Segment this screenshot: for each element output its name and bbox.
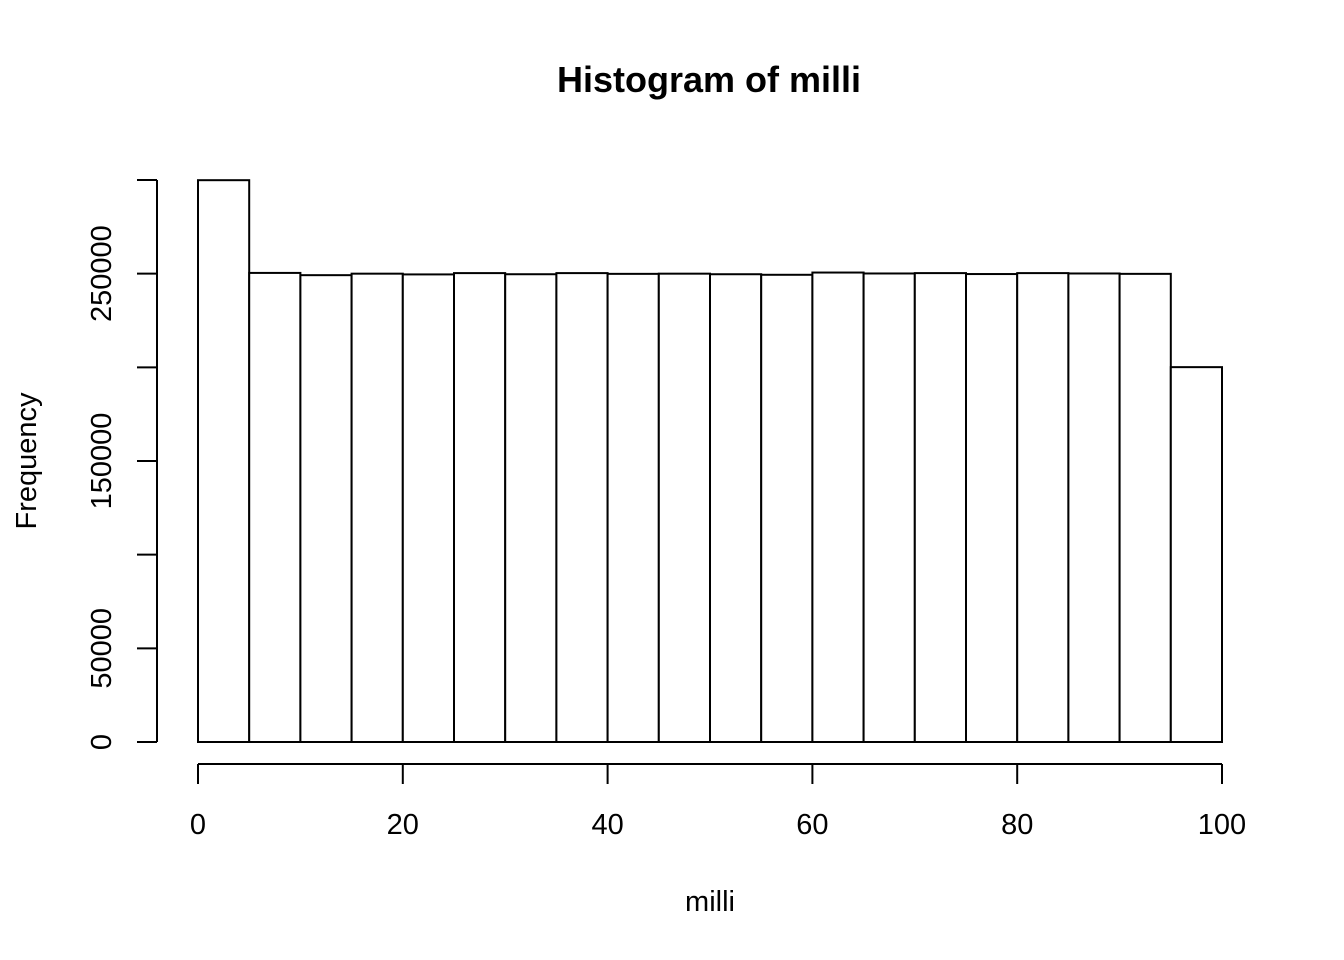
histogram-bar [760, 273, 814, 743]
histogram-bar [606, 272, 660, 743]
histogram-bar [401, 273, 455, 743]
histogram-bar [965, 273, 1019, 743]
y-tick-label: 150000 [86, 413, 118, 510]
y-axis: 0 50000 150000 250000 [86, 179, 158, 750]
x-axis-label: milli [685, 886, 735, 918]
histogram-bar [1169, 366, 1224, 743]
x-tick-label: 20 [387, 809, 419, 841]
histogram-bar [862, 272, 916, 743]
x-tick-label: 60 [796, 809, 828, 841]
histogram-bar [299, 274, 353, 743]
histogram-bar [709, 273, 763, 743]
histogram-bar [1016, 272, 1070, 743]
x-axis: 0 20 40 60 80 100 [190, 763, 1246, 841]
histogram-bar [1067, 272, 1121, 743]
x-tick-label: 100 [1198, 809, 1246, 841]
histogram-bar [1118, 272, 1172, 743]
x-tick-label: 40 [591, 809, 623, 841]
chart-title: Histogram of milli [557, 59, 861, 100]
histogram-bar [555, 272, 609, 743]
x-tick-label: 80 [1001, 809, 1033, 841]
y-tick-label: 250000 [86, 225, 118, 322]
x-tick-label: 0 [190, 809, 206, 841]
bars-group [197, 179, 1224, 744]
histogram-bar [197, 179, 251, 744]
histogram-bar [913, 272, 967, 743]
y-tick-label: 50000 [86, 608, 118, 689]
histogram-bar [248, 271, 302, 743]
histogram-bar [504, 273, 558, 743]
y-tick-label: 0 [86, 734, 118, 750]
y-axis-label: Frequency [11, 392, 43, 530]
histogram-bar [453, 272, 507, 743]
histogram-bar [657, 272, 711, 743]
histogram-bar [811, 271, 865, 743]
histogram-bar [350, 272, 404, 743]
